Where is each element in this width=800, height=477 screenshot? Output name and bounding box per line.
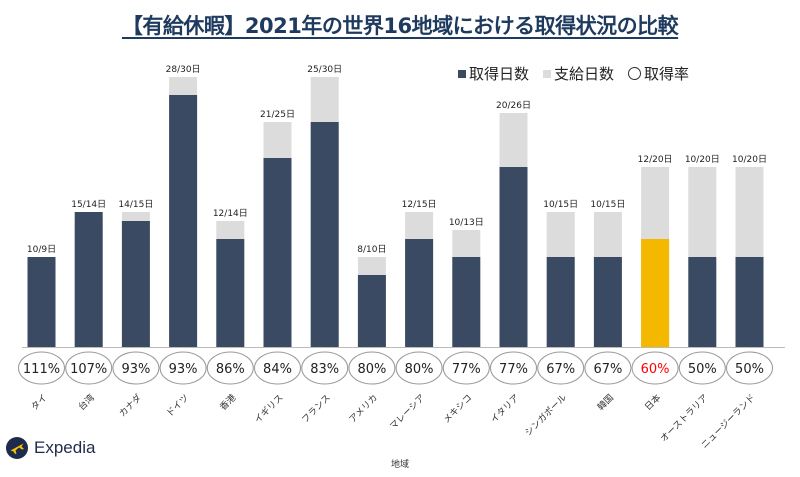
rate-label: 111% xyxy=(23,362,60,377)
rate-label: 77% xyxy=(452,362,481,377)
legend-item-rate: 取得率 xyxy=(628,63,689,84)
bar-taken xyxy=(688,257,717,347)
legend-circle-rate xyxy=(628,67,642,80)
rate-circle xyxy=(18,351,65,385)
category-tick-label: フランス xyxy=(300,392,333,425)
x-axis-title: 地域 xyxy=(390,460,409,470)
bar-taken xyxy=(74,212,103,347)
rate-label: 50% xyxy=(688,362,717,377)
bar-value-label: 21/25日 xyxy=(260,109,295,120)
airplane-icon xyxy=(6,437,28,459)
rate-circle xyxy=(537,351,585,385)
category-tick-label: 韓国 xyxy=(596,392,617,413)
bar-value-label: 10/15日 xyxy=(590,199,625,210)
rate-label: 80% xyxy=(405,362,434,377)
bar-value-label: 28/30日 xyxy=(166,64,201,75)
bar-value-label: 10/15日 xyxy=(543,199,578,210)
bar-value-label: 12/20日 xyxy=(638,154,673,165)
bar-value-label: 10/20日 xyxy=(732,154,767,165)
category-tick-label: メキシコ xyxy=(442,393,475,426)
rate-label: 60% xyxy=(641,362,670,377)
rate-label: 107% xyxy=(70,362,107,377)
rate-circle xyxy=(395,351,443,385)
rate-label: 67% xyxy=(546,362,575,377)
bar-taken xyxy=(310,122,339,347)
category-tick-label: カナダ xyxy=(116,392,144,420)
rate-circle xyxy=(301,351,349,385)
category-tick-label: 日本 xyxy=(642,392,663,413)
bar-value-label: 10/9日 xyxy=(27,244,56,255)
bar-taken xyxy=(216,239,245,347)
category-tick-label: イタリア xyxy=(489,392,522,425)
category-tick-label: タイ xyxy=(29,392,50,413)
bar-taken xyxy=(546,257,575,347)
bar-value-label: 10/13日 xyxy=(449,217,484,228)
rate-circle xyxy=(726,351,773,385)
bar-value-label: 12/15日 xyxy=(402,199,437,210)
bar-taken xyxy=(405,239,434,347)
legend: 取得日数 支給日数 取得率 xyxy=(458,63,689,84)
bar-taken xyxy=(27,257,56,347)
rate-circle xyxy=(348,351,396,385)
rate-circle xyxy=(631,351,679,385)
rate-label: 93% xyxy=(121,362,150,377)
rate-circle xyxy=(65,351,113,385)
bar-taken xyxy=(263,158,292,347)
bar-taken xyxy=(169,95,198,347)
rate-circle xyxy=(206,351,254,385)
bar-value-label: 8/10日 xyxy=(357,244,386,255)
rate-circle xyxy=(678,351,726,385)
bar-value-label: 14/15日 xyxy=(118,199,153,210)
rate-circle xyxy=(112,351,160,385)
category-tick-label: アメリカ xyxy=(347,392,380,425)
rate-label: 67% xyxy=(593,362,622,377)
bar-taken xyxy=(641,239,670,347)
bar-value-label: 15/14日 xyxy=(71,199,106,210)
bar-taken xyxy=(357,275,386,347)
category-tick-label: シンガポール xyxy=(523,392,569,438)
rate-label: 84% xyxy=(263,362,292,377)
rate-label: 83% xyxy=(310,362,339,377)
chart-title: 【有給休暇】2021年の世界16地域における取得状況の比較 xyxy=(121,14,679,38)
bar-taken xyxy=(735,257,764,347)
bar-taken xyxy=(452,257,481,347)
legend-label-taken: 取得日数 xyxy=(469,65,530,83)
category-tick-label: オーストラリア xyxy=(658,392,710,444)
legend-swatch-taken xyxy=(458,69,466,78)
brand-name: Expedia xyxy=(34,438,96,457)
rate-circle xyxy=(159,351,207,385)
category-tick-label: イギリス xyxy=(252,392,285,425)
bar-value-label: 12/14日 xyxy=(213,208,248,219)
rate-circle xyxy=(254,351,301,385)
rate-label: 93% xyxy=(169,362,198,377)
category-tick-label: 台湾 xyxy=(76,392,97,413)
rate-label: 86% xyxy=(216,362,245,377)
rate-label: 77% xyxy=(499,362,528,377)
rate-circle xyxy=(442,351,490,385)
category-tick-label: ドイツ xyxy=(165,393,191,419)
rate-circle xyxy=(490,351,537,385)
legend-item-taken: 取得日数 xyxy=(458,63,529,84)
brand: Expedia xyxy=(6,437,95,459)
bar-taken xyxy=(593,257,622,347)
bar-value-label: 10/20日 xyxy=(685,154,720,165)
bar-value-label: 25/30日 xyxy=(307,64,342,75)
bar-taken xyxy=(499,167,528,347)
rate-circle xyxy=(584,351,632,385)
bar-value-label: 20/26日 xyxy=(496,100,531,111)
category-tick-label: 香港 xyxy=(217,392,238,413)
legend-item-granted: 支給日数 xyxy=(543,63,614,84)
legend-swatch-granted xyxy=(543,69,552,78)
category-tick-label: マレーシア xyxy=(388,393,427,432)
legend-label-rate: 取得率 xyxy=(644,65,690,83)
rate-label: 50% xyxy=(735,362,764,377)
rate-label: 80% xyxy=(357,362,386,377)
bar-taken xyxy=(121,221,150,347)
legend-label-granted: 支給日数 xyxy=(554,65,615,83)
